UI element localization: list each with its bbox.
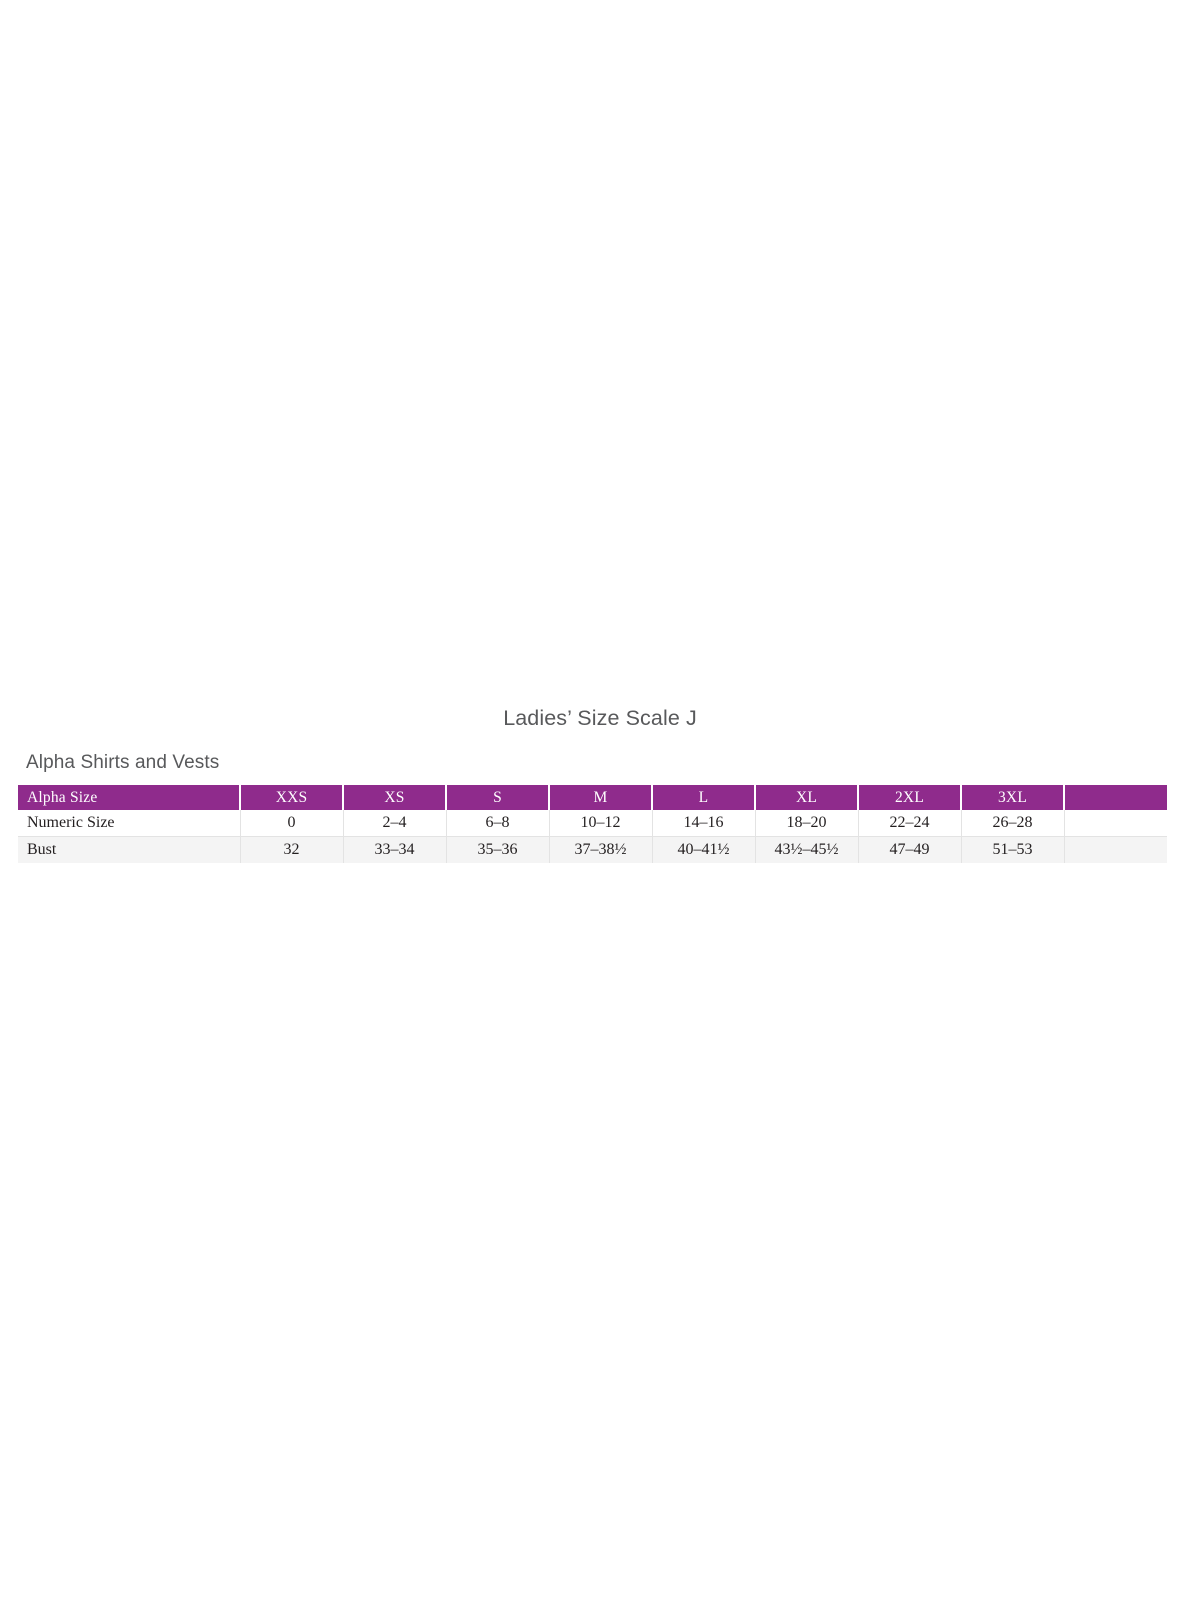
cell-numeric-size-xxs: 0	[240, 809, 344, 837]
cell-numeric-size-s: 6–8	[446, 809, 550, 837]
row-label-bust: Bust	[18, 836, 241, 863]
table-header: Alpha Size XXS XS S M L XL 2XL 3XL	[18, 784, 1167, 810]
size-table-container: Alpha Size XXS XS S M L XL 2XL 3XL Nume	[18, 784, 1167, 863]
cell-bust-3xl: 51–53	[961, 836, 1065, 863]
cell-numeric-size-xs: 2–4	[343, 809, 447, 837]
cell-bust-xxs: 32	[240, 836, 344, 863]
column-header-xxs: XXS	[240, 784, 344, 810]
cell-bust-2xl: 47–49	[858, 836, 962, 863]
column-header-m: M	[549, 784, 653, 810]
cell-numeric-size-2xl: 22–24	[858, 809, 962, 837]
cell-numeric-size-l: 14–16	[652, 809, 756, 837]
column-header-2xl: 2XL	[858, 784, 962, 810]
cell-numeric-size-empty	[1064, 809, 1167, 837]
column-header-alpha-size: Alpha Size	[18, 784, 241, 810]
column-header-3xl: 3XL	[961, 784, 1065, 810]
cell-numeric-size-m: 10–12	[549, 809, 653, 837]
column-header-xl: XL	[755, 784, 859, 810]
cell-numeric-size-xl: 18–20	[755, 809, 859, 837]
size-chart-block: Ladies’ Size Scale J Alpha Shirts and Ve…	[0, 706, 1200, 863]
column-header-l: L	[652, 784, 756, 810]
cell-numeric-size-3xl: 26–28	[961, 809, 1065, 837]
column-header-s: S	[446, 784, 550, 810]
table-body: Numeric Size 0 2–4 6–8 10–12 14–16 18–20…	[18, 809, 1167, 863]
page-title: Ladies’ Size Scale J	[503, 706, 697, 730]
cell-bust-s: 35–36	[446, 836, 550, 863]
cell-bust-empty	[1064, 836, 1167, 863]
row-label-numeric-size: Numeric Size	[18, 809, 241, 837]
table-header-row: Alpha Size XXS XS S M L XL 2XL 3XL	[18, 784, 1167, 810]
cell-bust-xs: 33–34	[343, 836, 447, 863]
table-row: Bust 32 33–34 35–36 37–38½ 40–41½ 43½–45…	[18, 836, 1167, 863]
cell-bust-l: 40–41½	[652, 836, 756, 863]
section-subtitle: Alpha Shirts and Vests	[26, 751, 220, 773]
cell-bust-xl: 43½–45½	[755, 836, 859, 863]
cell-bust-m: 37–38½	[549, 836, 653, 863]
column-header-empty	[1064, 784, 1167, 810]
table-row: Numeric Size 0 2–4 6–8 10–12 14–16 18–20…	[18, 809, 1167, 837]
column-header-xs: XS	[343, 784, 447, 810]
size-table: Alpha Size XXS XS S M L XL 2XL 3XL Nume	[18, 784, 1167, 863]
